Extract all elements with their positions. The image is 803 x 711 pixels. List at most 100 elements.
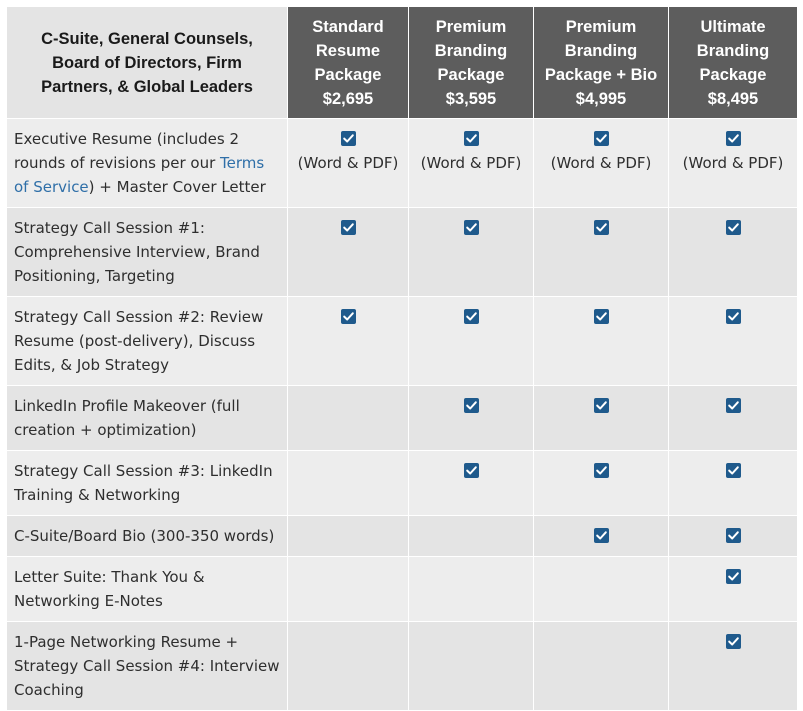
checkbox-checked-icon (463, 463, 479, 478)
feature-row: Strategy Call Session #2: Review Resume … (6, 296, 798, 386)
package-cell (287, 296, 409, 386)
checkmark-icon (595, 312, 607, 321)
package-cell (287, 621, 409, 711)
checkmark-icon (727, 531, 739, 540)
checkbox-checked-icon (340, 309, 356, 324)
checkbox-checked-icon (725, 463, 741, 478)
feature-row: Executive Resume (includes 2 rounds of r… (6, 118, 798, 208)
package-cell: (Word & PDF) (668, 118, 798, 208)
package-header-premium-bio: Premium Branding Package + Bio $4,995 (533, 6, 669, 119)
package-cell: (Word & PDF) (408, 118, 534, 208)
checkbox-checked-icon (463, 309, 479, 324)
feature-row: C-Suite/Board Bio (300-350 words) (6, 515, 798, 557)
checkbox-checked-icon (725, 569, 741, 584)
feature-row: LinkedIn Profile Makeover (full creation… (6, 385, 798, 451)
checkbox-checked-icon (593, 131, 609, 146)
feature-text: Strategy Call Session #1: Comprehensive … (14, 219, 260, 285)
package-price: $2,695 (322, 89, 374, 108)
checkbox-checked-icon (725, 131, 741, 146)
checkmark-icon (465, 223, 477, 232)
package-header-ultimate: Ultimate Branding Package $8,495 (668, 6, 798, 119)
checkbox-checked-icon (463, 398, 479, 413)
checkbox-checked-icon (463, 220, 479, 235)
checkmark-icon (727, 223, 739, 232)
checkbox-checked-icon (340, 131, 356, 146)
checkmark-icon (595, 466, 607, 475)
checkbox-checked-icon (593, 463, 609, 478)
package-price: $3,595 (445, 89, 497, 108)
audience-header: C-Suite, General Counsels, Board of Dire… (6, 6, 288, 119)
package-cell (287, 385, 409, 451)
checkmark-icon (727, 572, 739, 581)
package-header-premium: Premium Branding Package $3,595 (408, 6, 534, 119)
package-cell: (Word & PDF) (533, 118, 669, 208)
package-cell: (Word & PDF) (287, 118, 409, 208)
checkbox-checked-icon (725, 220, 741, 235)
feature-cell: LinkedIn Profile Makeover (full creation… (6, 385, 288, 451)
package-cell (668, 450, 798, 516)
feature-row: Strategy Call Session #1: Comprehensive … (6, 207, 798, 297)
package-cell (408, 556, 534, 622)
feature-cell: C-Suite/Board Bio (300-350 words) (6, 515, 288, 557)
package-cell (408, 296, 534, 386)
package-cell (287, 450, 409, 516)
checkbox-checked-icon (593, 309, 609, 324)
package-cell (408, 515, 534, 557)
package-name: Premium Branding Package + Bio (544, 17, 658, 84)
package-cell (668, 296, 798, 386)
package-price: $8,495 (707, 89, 759, 108)
checkmark-icon (595, 223, 607, 232)
package-cell (408, 450, 534, 516)
package-cell (287, 556, 409, 622)
package-cell (668, 515, 798, 557)
checkbox-checked-icon (725, 398, 741, 413)
checkbox-checked-icon (463, 131, 479, 146)
feature-text: Executive Resume (includes 2 rounds of r… (14, 130, 240, 172)
checkmark-icon (342, 134, 354, 143)
package-cell (668, 556, 798, 622)
package-cell (408, 207, 534, 297)
header-row: C-Suite, General Counsels, Board of Dire… (6, 6, 798, 119)
terms-of-service-link[interactable]: Terms of Service (14, 154, 265, 196)
package-cell (408, 621, 534, 711)
checkmark-icon (342, 312, 354, 321)
feature-row: 1-Page Networking Resume + Strategy Call… (6, 621, 798, 711)
checkmark-icon (595, 134, 607, 143)
package-cell (668, 207, 798, 297)
package-cell (668, 621, 798, 711)
checkbox-checked-icon (593, 398, 609, 413)
package-price: $4,995 (575, 89, 627, 108)
feature-text: 1-Page Networking Resume + Strategy Call… (14, 633, 280, 699)
checkbox-checked-icon (340, 220, 356, 235)
format-note: (Word & PDF) (682, 154, 784, 172)
package-cell (287, 515, 409, 557)
checkmark-icon (727, 466, 739, 475)
package-cell (533, 385, 669, 451)
feature-text: LinkedIn Profile Makeover (full creation… (14, 397, 240, 439)
checkbox-checked-icon (725, 634, 741, 649)
feature-text: Letter Suite: Thank You & Networking E-N… (14, 568, 205, 610)
package-cell (408, 385, 534, 451)
checkmark-icon (465, 401, 477, 410)
feature-cell: Strategy Call Session #1: Comprehensive … (6, 207, 288, 297)
feature-text: Strategy Call Session #3: LinkedIn Train… (14, 462, 273, 504)
package-header-standard: Standard Resume Package $2,695 (287, 6, 409, 119)
checkmark-icon (595, 531, 607, 540)
package-cell (533, 207, 669, 297)
checkmark-icon (465, 466, 477, 475)
checkmark-icon (727, 401, 739, 410)
feature-text: Strategy Call Session #2: Review Resume … (14, 308, 264, 374)
format-note: (Word & PDF) (297, 154, 399, 172)
checkmark-icon (727, 637, 739, 646)
package-cell (533, 556, 669, 622)
feature-cell: 1-Page Networking Resume + Strategy Call… (6, 621, 288, 711)
package-cell (533, 621, 669, 711)
package-name: Premium Branding Package (434, 17, 508, 84)
checkmark-icon (595, 401, 607, 410)
checkmark-icon (727, 312, 739, 321)
feature-cell: Strategy Call Session #3: LinkedIn Train… (6, 450, 288, 516)
format-note: (Word & PDF) (420, 154, 522, 172)
package-cell (287, 207, 409, 297)
package-name: Ultimate Branding Package (696, 17, 770, 84)
checkmark-icon (465, 134, 477, 143)
